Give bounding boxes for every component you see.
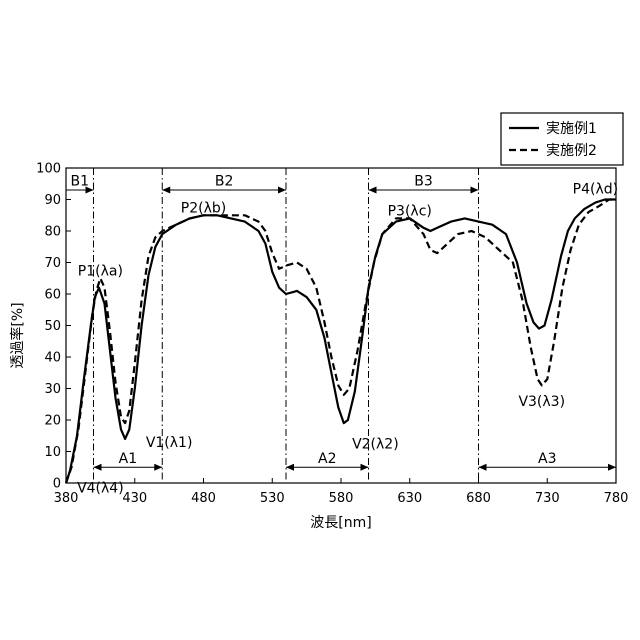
point-label: V2(λ2): [352, 437, 399, 453]
arrow-head: [608, 463, 616, 471]
range-label: A1: [119, 451, 137, 467]
legend-label: 実施例1: [546, 121, 597, 137]
arrow-head: [93, 463, 102, 471]
y-tick-label: 100: [36, 162, 61, 177]
point-labels: P1(λa) P2(λb) P3(λc) P4(λd) V1(λ1) V2(λ2) V3(λ…: [77, 181, 618, 496]
range-label: B3: [414, 174, 433, 190]
arrow-head: [368, 186, 377, 194]
legend-label: 実施例2: [546, 143, 597, 159]
y-tick-label: 60: [44, 288, 61, 303]
arrow-head: [85, 186, 94, 194]
arrow-head: [470, 186, 479, 194]
x-axis-title: 波長[nm]: [310, 515, 371, 531]
point-label: P2(λb): [181, 200, 226, 216]
range-label: B2: [215, 174, 234, 190]
x-tick-label: 680: [466, 491, 491, 506]
y-tick-label: 90: [44, 193, 61, 208]
range-label: A2: [318, 451, 336, 467]
x-tick-label: 630: [397, 491, 422, 506]
arrow-head: [278, 186, 286, 194]
point-label: V1(λ1): [146, 435, 193, 451]
y-axis-ticks: 0 10 20 30 40 50 60 70 80 90 100: [36, 162, 71, 492]
arrow-head: [162, 186, 171, 194]
x-tick-label: 430: [122, 491, 147, 506]
series-line-1: [64, 198, 616, 484]
arrow-head: [478, 463, 487, 471]
y-tick-label: 0: [53, 477, 61, 492]
arrow-head: [360, 463, 369, 471]
point-label: P1(λa): [78, 263, 123, 279]
x-tick-label: 580: [329, 491, 354, 506]
x-axis-ticks: 380 430 480 530 580 630 680 730 780: [54, 478, 629, 506]
point-label: V3(λ3): [518, 394, 565, 410]
point-label: P4(λd): [573, 181, 618, 197]
point-label: P3(λc): [388, 204, 432, 220]
series-layer: [64, 198, 616, 484]
y-tick-label: 10: [44, 445, 61, 460]
x-tick-label: 730: [535, 491, 560, 506]
y-tick-label: 50: [44, 319, 61, 334]
range-label: A3: [538, 451, 556, 467]
legend-box: [500, 112, 624, 166]
point-label: V4(λ4): [77, 481, 124, 497]
x-tick-label: 530: [260, 491, 285, 506]
arrow-head: [154, 463, 163, 471]
range-label: B1: [70, 174, 89, 190]
legend: 実施例1 実施例2: [500, 112, 624, 166]
arrow-head: [286, 463, 294, 471]
divider-lines: [93, 168, 479, 483]
x-tick-label: 380: [54, 491, 79, 506]
y-axis-title: 透過率[%]: [9, 302, 26, 368]
y-tick-label: 70: [44, 256, 61, 271]
series-line-2: [64, 198, 616, 484]
y-tick-label: 30: [44, 382, 61, 397]
y-tick-label: 80: [44, 225, 61, 240]
y-tick-label: 40: [44, 351, 61, 366]
x-tick-label: 780: [604, 491, 629, 506]
range-arrows: B1 B2 B3 A1 A2 A3: [66, 174, 616, 471]
y-tick-label: 20: [44, 414, 61, 429]
x-tick-label: 480: [191, 491, 216, 506]
